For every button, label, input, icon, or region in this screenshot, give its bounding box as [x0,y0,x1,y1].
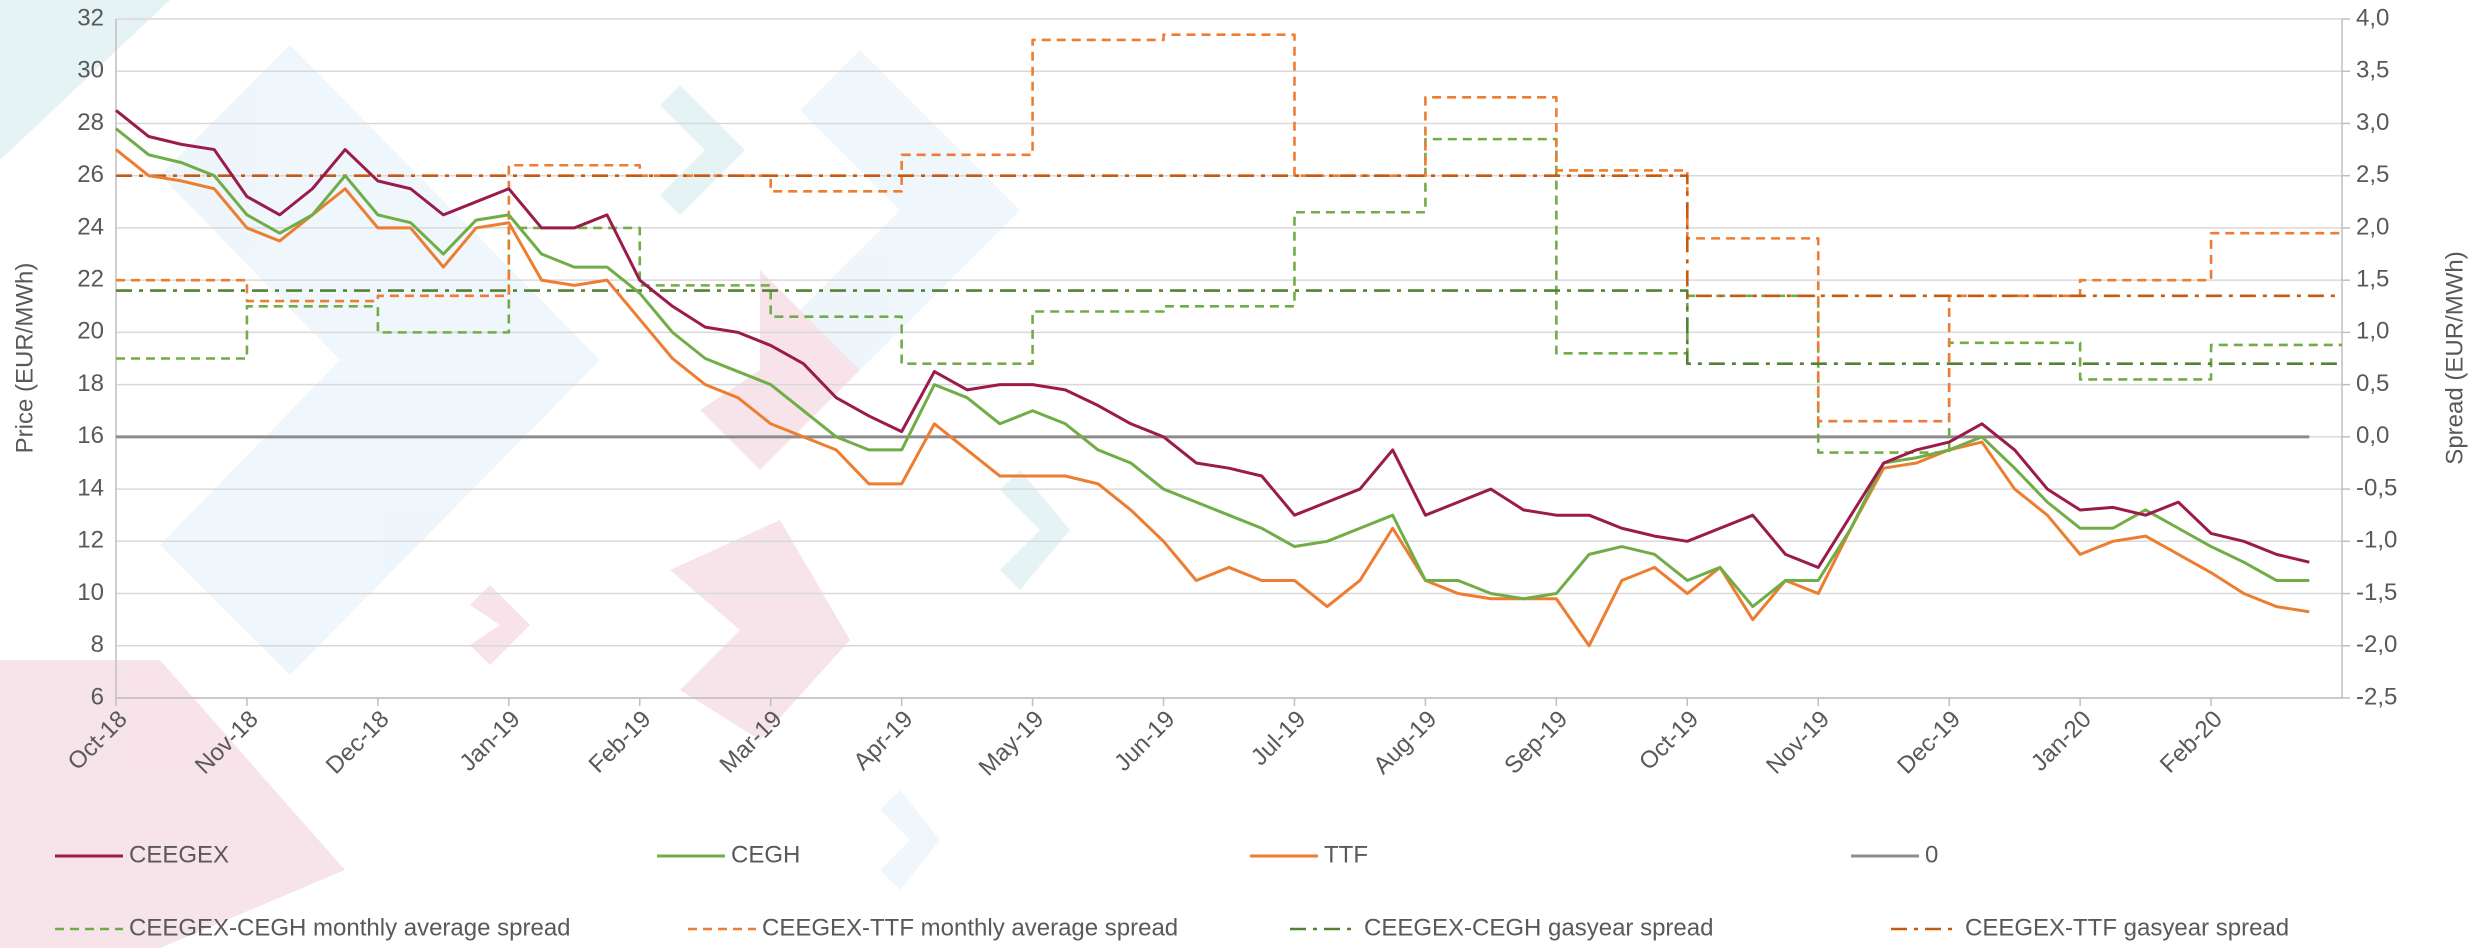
y2-tick-label: 3,5 [2356,57,2389,84]
y-tick-label: 18 [77,370,104,397]
chart: Price (EUR/MWh) Spread (EUR/MWh) 6 8 10 12 1… [0,0,2481,948]
y2-tick-label: 0,0 [2356,422,2389,449]
y2-axis-title: Spread (EUR/MWh) [2441,251,2468,464]
y2-tick-label: -0,5 [2356,474,2397,501]
x-tick-label: Nov-19 [1761,706,1835,780]
x-tick-label: Jun-19 [1109,706,1180,777]
y2-tick-label: 4,0 [2356,4,2389,31]
x-tick-label: Feb-20 [2155,706,2228,779]
y2-tick-label: -2,0 [2356,631,2397,658]
y2-tick-label: -2,5 [2356,683,2397,710]
y-tick-label: 14 [77,474,104,501]
legend-label: CEGH [731,841,800,868]
x-tick-label: Jan-20 [2026,706,2097,777]
x-tick-label: Aug-19 [1368,706,1442,780]
x-tick-label: Sep-19 [1499,706,1573,780]
x-tick-label: Jan-19 [455,706,526,777]
y2-tick-label: 1,5 [2356,265,2389,292]
y-tick-label: 12 [77,527,104,554]
y2-tick-label: 1,0 [2356,318,2389,345]
y-tick-label: 30 [77,57,104,84]
y-tick-label: 22 [77,265,104,292]
y-tick-label: 32 [77,4,104,31]
y-tick-label: 24 [77,213,104,240]
y-tick-label: 8 [91,631,104,658]
x-tick-label: Jul-19 [1246,706,1311,771]
x-tick-label: Oct-19 [1634,706,1704,776]
legend-label: CEEGEX-CEGH gasyear spread [1364,914,1713,941]
x-tick-label: Feb-19 [584,706,657,779]
y2-tick-label: 2,0 [2356,213,2389,240]
y-tick-label: 6 [91,683,104,710]
x-tick-label: Dec-19 [1892,706,1966,780]
y-axis-title: Price (EUR/MWh) [11,263,38,454]
legend-label: CEEGEX [129,841,229,868]
y-tick-label: 20 [77,318,104,345]
y2-tick-label: -1,0 [2356,527,2397,554]
y-tick-label: 28 [77,109,104,136]
x-tick-label: Apr-19 [848,706,918,776]
y2-tick-label: 3,0 [2356,109,2389,136]
legend-label: CEEGEX-CEGH monthly average spread [129,914,571,941]
legend-label: CEEGEX-TTF monthly average spread [762,914,1178,941]
background-decoration [0,0,1070,948]
y2-tick-label: 2,5 [2356,161,2389,188]
y-tick-label: 10 [77,579,104,606]
legend-label: 0 [1925,841,1938,868]
y-tick-label: 26 [77,161,104,188]
legend-label: CEEGEX-TTF gasyear spread [1965,914,2289,941]
x-tick-label: May-19 [974,706,1050,782]
y-tick-label: 16 [77,422,104,449]
y2-tick-label: 0,5 [2356,370,2389,397]
x-tick-label: Dec-18 [321,706,395,780]
y2-tick-label: -1,5 [2356,579,2397,606]
legend-label: TTF [1324,841,1368,868]
